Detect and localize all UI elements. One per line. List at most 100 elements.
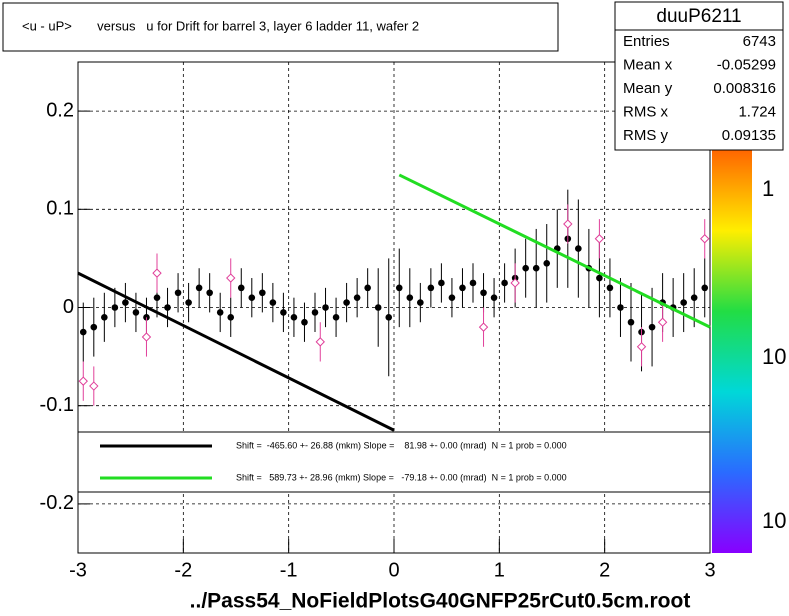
legend-label: Shift = 589.73 +- 28.96 (mkm) Slope = -7… [236, 472, 567, 482]
point [141, 332, 152, 342]
x-tick-label: -3 [69, 559, 87, 581]
point [153, 294, 161, 301]
point [395, 284, 403, 292]
point [315, 337, 325, 347]
point [680, 299, 687, 306]
point [322, 304, 329, 311]
point [290, 314, 298, 321]
x-tick-label: 0 [388, 559, 399, 581]
stats-value: 0.008316 [713, 80, 776, 97]
point [111, 304, 119, 311]
stats-value: -0.05299 [717, 56, 776, 73]
stats-box: duuP6211 [614, 1, 784, 151]
palette-label: 10 [762, 344, 786, 369]
stats-value: 6743 [743, 33, 776, 50]
point [311, 309, 319, 316]
point [227, 314, 235, 321]
legend-label: Shift = -465.60 +- 26.88 (mkm) Slope = 8… [236, 440, 567, 450]
stats-label: Entries [623, 33, 670, 50]
point [480, 289, 487, 297]
stats-frame [614, 1, 784, 151]
y-tick-label: -0.2 [40, 492, 74, 514]
y-tick-label: 0 [63, 296, 74, 318]
point [648, 323, 656, 331]
point [606, 284, 614, 292]
point [563, 219, 573, 229]
stats-label: RMS y [623, 127, 669, 144]
point [164, 304, 171, 311]
y-tick-label: -0.1 [40, 394, 74, 416]
point [122, 299, 129, 306]
stats-label: Mean x [623, 56, 673, 73]
stats-value: 0.09135 [722, 127, 776, 144]
x-tick-label: 1 [494, 559, 505, 581]
point [79, 328, 87, 336]
palette-label: 10 [762, 508, 786, 533]
x-label: ../Pass54_NoFieldPlotsG40GNFP25rCut0.5cm… [190, 590, 691, 613]
point [501, 279, 508, 287]
x-tick-label: -1 [280, 559, 298, 581]
point [385, 314, 393, 321]
point [700, 234, 710, 244]
point [343, 299, 350, 306]
point [657, 317, 668, 327]
point [690, 294, 698, 301]
point [90, 323, 98, 331]
point [594, 234, 605, 244]
point [627, 318, 635, 326]
point [374, 304, 382, 311]
point [152, 268, 162, 278]
point [280, 309, 287, 316]
point [417, 299, 424, 306]
fit-line [398, 173, 711, 329]
point [216, 309, 224, 316]
point [101, 314, 108, 321]
point [543, 260, 551, 267]
point [206, 289, 213, 297]
stats-label: Mean y [623, 80, 673, 97]
point [269, 299, 277, 306]
point [78, 376, 88, 386]
point [701, 284, 709, 292]
point [478, 322, 489, 332]
point [617, 304, 624, 311]
point [596, 274, 603, 282]
palette-label: 1 [762, 176, 774, 201]
point [522, 264, 529, 272]
point [575, 245, 582, 252]
x-tick-label: -2 [174, 559, 192, 581]
stats-value: 1.724 [738, 103, 776, 120]
point [174, 289, 182, 297]
point [364, 284, 371, 292]
chart-title: <u - uP> versus u for Drift for barrel 3… [22, 18, 419, 33]
point [185, 299, 192, 306]
y-tick-label: 0.1 [46, 198, 74, 220]
point [353, 294, 361, 301]
point [259, 289, 266, 297]
point [406, 294, 414, 301]
y-tick-label: 0.2 [46, 99, 74, 121]
point [237, 284, 245, 292]
point [636, 342, 647, 352]
stats-label: RMS x [623, 103, 669, 120]
point [195, 284, 203, 292]
legend-box [77, 431, 711, 493]
palette [712, 150, 752, 553]
point [332, 314, 340, 321]
point [89, 381, 99, 391]
point [248, 294, 256, 301]
stats-title: duuP6211 [656, 6, 741, 27]
point [532, 264, 540, 272]
point [510, 278, 520, 288]
fit-line [77, 271, 395, 432]
point [459, 284, 466, 292]
x-tick-label: 2 [599, 559, 610, 581]
x-tick-label: 3 [704, 559, 715, 581]
point [469, 279, 477, 287]
point [438, 279, 445, 287]
title-box [2, 2, 559, 52]
point [132, 309, 140, 316]
point [427, 284, 435, 292]
point [226, 273, 236, 283]
